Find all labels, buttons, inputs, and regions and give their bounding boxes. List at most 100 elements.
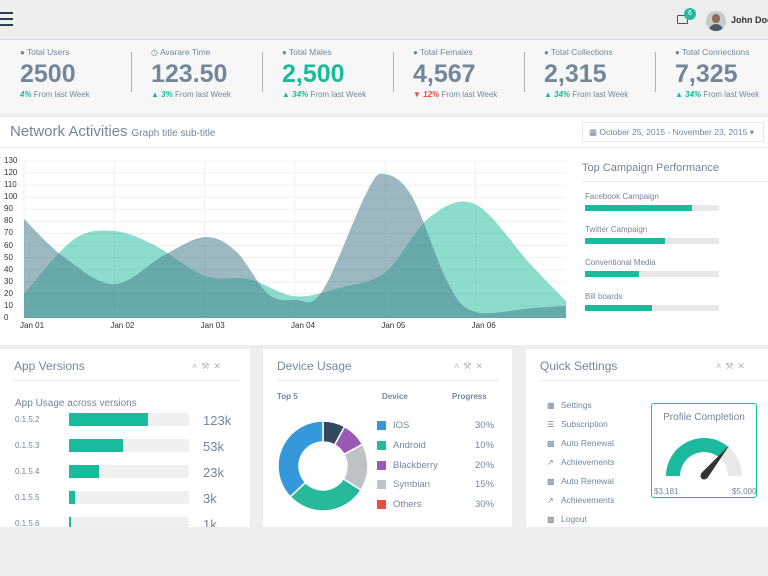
quick-setting-label: Achievements bbox=[561, 457, 615, 467]
device-name: Others bbox=[393, 499, 422, 510]
quick-setting-label: Logout bbox=[561, 514, 587, 524]
x-tick-label: Jan 01 bbox=[20, 321, 45, 330]
app-usage-subtitle: App Usage across versions bbox=[15, 398, 137, 409]
y-tick-label: 80 bbox=[4, 216, 13, 226]
bar-chart-icon: ▩ bbox=[547, 439, 555, 448]
campaign-bar bbox=[585, 238, 719, 244]
collapse-icon[interactable]: ˄ bbox=[454, 361, 464, 371]
user-icon: ● bbox=[675, 48, 680, 57]
stat-total-connections: ● Total Connections 7,325 ▲ 34% From last… bbox=[655, 40, 768, 113]
device-percent: 30% bbox=[475, 420, 495, 431]
device-percent: 20% bbox=[475, 460, 495, 471]
legend-swatch bbox=[377, 500, 386, 509]
close-icon[interactable]: ✕ bbox=[475, 361, 487, 371]
bar-chart-icon: ▩ bbox=[547, 515, 555, 524]
stat-tiles: ● Total Users 2500 4% From last Week ◷ Ava… bbox=[0, 40, 768, 113]
x-tick-label: Jan 06 bbox=[471, 321, 496, 330]
network-subtitle: Graph title sub-title bbox=[131, 128, 216, 139]
quick-setting-achievements[interactable]: ↗ Achievements bbox=[547, 457, 614, 471]
mail-badge: 6 bbox=[684, 8, 696, 20]
wrench-icon[interactable]: ⚒ bbox=[725, 361, 738, 371]
device-percent: 15% bbox=[475, 479, 495, 490]
stat-suffix: From last Week bbox=[310, 90, 367, 99]
stat-total-collections: ● Total Collections 2,315 ▲ 34% From last… bbox=[524, 40, 655, 113]
device-row: Android 10% bbox=[377, 440, 497, 454]
version-bar-fill bbox=[69, 491, 75, 504]
version-row: 0.1.5.5 3k bbox=[15, 491, 245, 507]
version-label: 0.1.5.5 bbox=[15, 493, 40, 502]
version-count: 1k bbox=[203, 517, 217, 527]
collapse-icon[interactable]: ˄ bbox=[192, 361, 202, 371]
version-count: 123k bbox=[203, 413, 232, 428]
wrench-icon[interactable]: ⚒ bbox=[463, 361, 476, 371]
campaign-item: Facebook Campaign bbox=[585, 192, 719, 211]
stat-value: 4,567 bbox=[413, 60, 476, 88]
device-name: Android bbox=[393, 440, 426, 451]
panel-title: Quick Settings bbox=[540, 359, 618, 373]
y-tick-label: 40 bbox=[4, 264, 13, 274]
stat-change: 3% bbox=[161, 90, 173, 99]
wrench-icon[interactable]: ⚒ bbox=[201, 361, 214, 371]
quick-setting-achievements[interactable]: ↗ Achievements bbox=[547, 495, 614, 509]
bar-chart-icon: ▩ bbox=[547, 477, 555, 486]
top-navbar: 6 John Doe bbox=[0, 0, 768, 40]
campaign-bar bbox=[585, 205, 719, 211]
y-tick-label: 50 bbox=[4, 252, 13, 262]
y-tick-label: 70 bbox=[4, 228, 13, 238]
date-range-text: October 25, 2015 - November 23, 2015 bbox=[599, 127, 748, 137]
donut-slice bbox=[277, 420, 324, 498]
device-row: Others 30% bbox=[377, 499, 497, 513]
panel-title: Network Activities Graph title sub-title bbox=[10, 123, 215, 140]
avatar[interactable] bbox=[706, 11, 726, 31]
version-label: 0.1.5.6 bbox=[15, 519, 40, 527]
close-icon[interactable]: ✕ bbox=[213, 361, 225, 371]
y-tick-label: 0 bbox=[4, 313, 9, 322]
line-chart-icon: ↗ bbox=[547, 458, 554, 467]
version-count: 53k bbox=[203, 439, 224, 454]
y-tick-label: 130 bbox=[4, 156, 18, 165]
quick-setting-logout[interactable]: ▩ Logout bbox=[547, 514, 587, 528]
stat-suffix: From last Week bbox=[174, 90, 231, 99]
device-row: Blackberry 20% bbox=[377, 460, 497, 474]
list-icon: ☰ bbox=[547, 420, 555, 429]
quick-setting-settings[interactable]: ▦ Settings bbox=[547, 400, 592, 414]
divider bbox=[277, 380, 499, 381]
campaign-bar bbox=[585, 271, 719, 277]
campaign-bar-fill bbox=[585, 305, 652, 311]
user-name[interactable]: John Doe bbox=[731, 15, 768, 25]
device-row: IOS 30% bbox=[377, 420, 497, 434]
stat-value: 123.50 bbox=[151, 60, 228, 88]
stat-label: Avarare Time bbox=[159, 47, 211, 57]
version-label: 0.1.5.3 bbox=[15, 441, 40, 450]
down-arrow-icon: ▼ bbox=[413, 90, 421, 99]
quick-setting-auto-renewal[interactable]: ▩ Auto Renewal bbox=[547, 476, 614, 490]
collapse-icon[interactable]: ˄ bbox=[716, 361, 726, 371]
stat-label: Total Collections bbox=[550, 47, 613, 57]
up-arrow-icon: ▲ bbox=[544, 90, 552, 99]
campaign-bar-fill bbox=[585, 205, 693, 211]
col-device: Device bbox=[382, 392, 408, 401]
version-row: 0.1.5.2 123k bbox=[15, 413, 245, 429]
menu-toggle-icon[interactable] bbox=[0, 12, 13, 26]
network-activities-panel: Network Activities Graph title sub-title … bbox=[0, 117, 768, 345]
quick-setting-subscription[interactable]: ☰ Subscription bbox=[547, 419, 608, 433]
quick-setting-label: Achievements bbox=[561, 495, 615, 505]
divider bbox=[582, 181, 768, 182]
stat-total-females: ● Total Females 4,567 ▼ 12% From last Wee… bbox=[393, 40, 524, 113]
stat-label: Total Users bbox=[26, 47, 70, 57]
stat-average-time: ◷ Avarare Time 123.50 ▲ 3% From last Week bbox=[131, 40, 262, 113]
y-tick-label: 100 bbox=[4, 192, 18, 202]
y-tick-label: 30 bbox=[4, 276, 13, 286]
campaign-title: Top Campaign Performance bbox=[582, 162, 719, 174]
quick-setting-auto-renewal[interactable]: ▩ Auto Renewal bbox=[547, 438, 614, 452]
col-top: Top 5 bbox=[277, 392, 298, 401]
network-title: Network Activities bbox=[10, 123, 128, 140]
version-bar bbox=[69, 439, 189, 452]
stat-suffix: From last Week bbox=[703, 90, 760, 99]
stat-value: 2,315 bbox=[544, 60, 607, 88]
date-range-picker[interactable]: ▦ October 25, 2015 - November 23, 2015 ▾ bbox=[582, 122, 764, 142]
device-percent: 10% bbox=[475, 440, 495, 451]
version-count: 3k bbox=[203, 491, 217, 506]
caret-down-icon: ▾ bbox=[749, 127, 754, 137]
close-icon[interactable]: ✕ bbox=[737, 361, 749, 371]
